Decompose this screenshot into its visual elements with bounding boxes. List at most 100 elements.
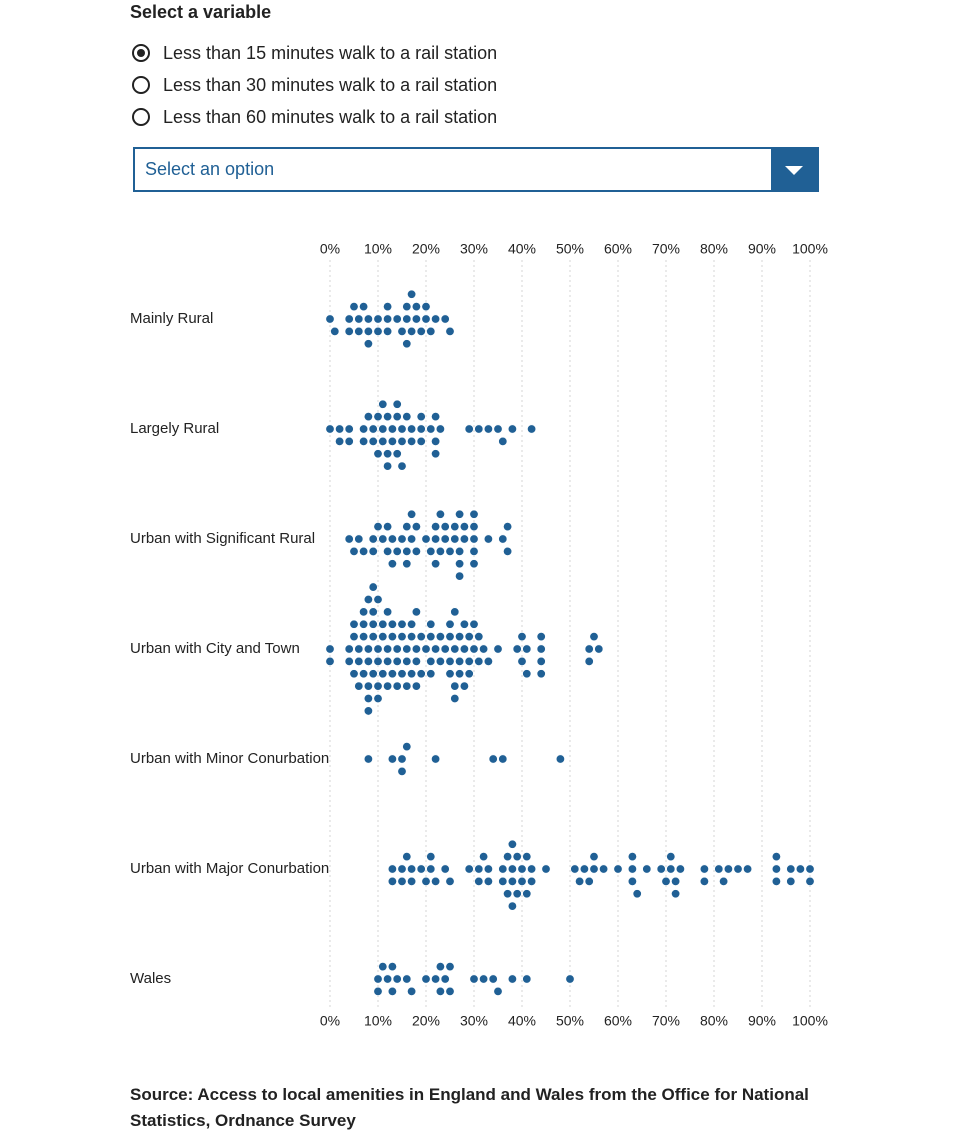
data-point xyxy=(723,864,733,874)
data-point xyxy=(507,876,517,886)
data-point xyxy=(435,962,445,972)
data-point xyxy=(383,546,393,556)
data-point xyxy=(368,436,378,446)
data-point xyxy=(363,694,373,704)
data-point xyxy=(368,619,378,629)
data-point xyxy=(431,644,441,654)
data-point xyxy=(387,559,397,569)
data-point xyxy=(383,314,393,324)
data-point xyxy=(431,559,441,569)
x-tick-label-bottom: 30% xyxy=(460,1013,488,1029)
data-point xyxy=(536,644,546,654)
data-point xyxy=(464,424,474,434)
data-point xyxy=(431,974,441,984)
variable-heading: Select a variable xyxy=(130,2,272,22)
radio-option-60-minutes[interactable]: Less than 60 minutes walk to a rail stat… xyxy=(130,101,497,133)
x-tick-label-bottom: 70% xyxy=(652,1013,680,1029)
data-point xyxy=(335,436,345,446)
data-point xyxy=(392,449,402,459)
data-point xyxy=(392,314,402,324)
data-point xyxy=(656,864,666,874)
source-note: Source: Access to local amenities in Eng… xyxy=(130,1085,809,1130)
data-point xyxy=(522,669,532,679)
radio-button[interactable] xyxy=(132,76,150,94)
data-point xyxy=(459,522,469,532)
data-point xyxy=(440,522,450,532)
data-point xyxy=(575,876,585,886)
data-point xyxy=(570,864,580,874)
data-point xyxy=(455,546,465,556)
data-point xyxy=(493,424,503,434)
data-point xyxy=(373,449,383,459)
data-point xyxy=(426,864,436,874)
area-select-dropdown[interactable]: Select an option xyxy=(133,147,819,192)
radio-button-selected[interactable] xyxy=(132,44,150,62)
data-point xyxy=(397,461,407,471)
x-tick-label-top: 0% xyxy=(320,241,340,257)
data-point xyxy=(407,632,417,642)
data-point xyxy=(440,644,450,654)
data-point xyxy=(397,669,407,679)
data-point xyxy=(411,607,421,617)
data-point xyxy=(407,289,417,299)
data-point xyxy=(589,864,599,874)
data-point xyxy=(354,534,364,544)
x-tick-label-top: 40% xyxy=(508,241,536,257)
data-point xyxy=(455,656,465,666)
data-point xyxy=(387,986,397,996)
data-point xyxy=(435,424,445,434)
category-label: Urban with Significant Rural xyxy=(130,530,315,547)
radio-button[interactable] xyxy=(132,108,150,126)
data-point xyxy=(445,962,455,972)
data-point xyxy=(416,326,426,336)
radio-label[interactable]: Less than 30 minutes walk to a rail stat… xyxy=(163,74,498,95)
data-point xyxy=(805,864,815,874)
data-point xyxy=(671,876,681,886)
radio-option-15-minutes[interactable]: Less than 15 minutes walk to a rail stat… xyxy=(130,37,497,69)
data-point xyxy=(325,314,335,324)
data-point xyxy=(354,314,364,324)
data-point xyxy=(416,632,426,642)
data-point xyxy=(397,632,407,642)
data-point xyxy=(435,509,445,519)
data-point xyxy=(368,607,378,617)
data-point xyxy=(402,339,412,349)
radio-label[interactable]: Less than 60 minutes walk to a rail stat… xyxy=(163,106,498,127)
data-point xyxy=(474,864,484,874)
radio-option-30-minutes[interactable]: Less than 30 minutes walk to a rail stat… xyxy=(130,69,497,101)
data-point xyxy=(584,644,594,654)
data-point xyxy=(733,864,743,874)
data-point xyxy=(368,424,378,434)
data-point xyxy=(354,681,364,691)
data-point xyxy=(383,681,393,691)
data-point xyxy=(344,644,354,654)
dropdown-button[interactable] xyxy=(771,149,817,190)
data-point xyxy=(459,681,469,691)
data-point xyxy=(363,326,373,336)
data-point xyxy=(795,864,805,874)
data-point xyxy=(354,656,364,666)
data-point xyxy=(387,632,397,642)
data-point xyxy=(378,399,388,409)
data-point xyxy=(368,534,378,544)
data-point xyxy=(565,974,575,984)
data-point xyxy=(411,314,421,324)
data-point xyxy=(503,889,513,899)
data-point xyxy=(435,986,445,996)
data-point xyxy=(349,302,359,312)
data-point xyxy=(383,974,393,984)
data-point xyxy=(359,632,369,642)
data-point xyxy=(387,962,397,972)
data-point xyxy=(387,876,397,886)
data-point xyxy=(426,656,436,666)
data-point xyxy=(536,656,546,666)
data-point xyxy=(407,326,417,336)
data-point xyxy=(373,326,383,336)
radio-label[interactable]: Less than 15 minutes walk to a rail stat… xyxy=(163,42,498,63)
data-point xyxy=(671,889,681,899)
data-point xyxy=(373,314,383,324)
data-point xyxy=(594,644,604,654)
x-tick-label-bottom: 60% xyxy=(604,1013,632,1029)
data-point xyxy=(474,656,484,666)
data-point xyxy=(387,424,397,434)
